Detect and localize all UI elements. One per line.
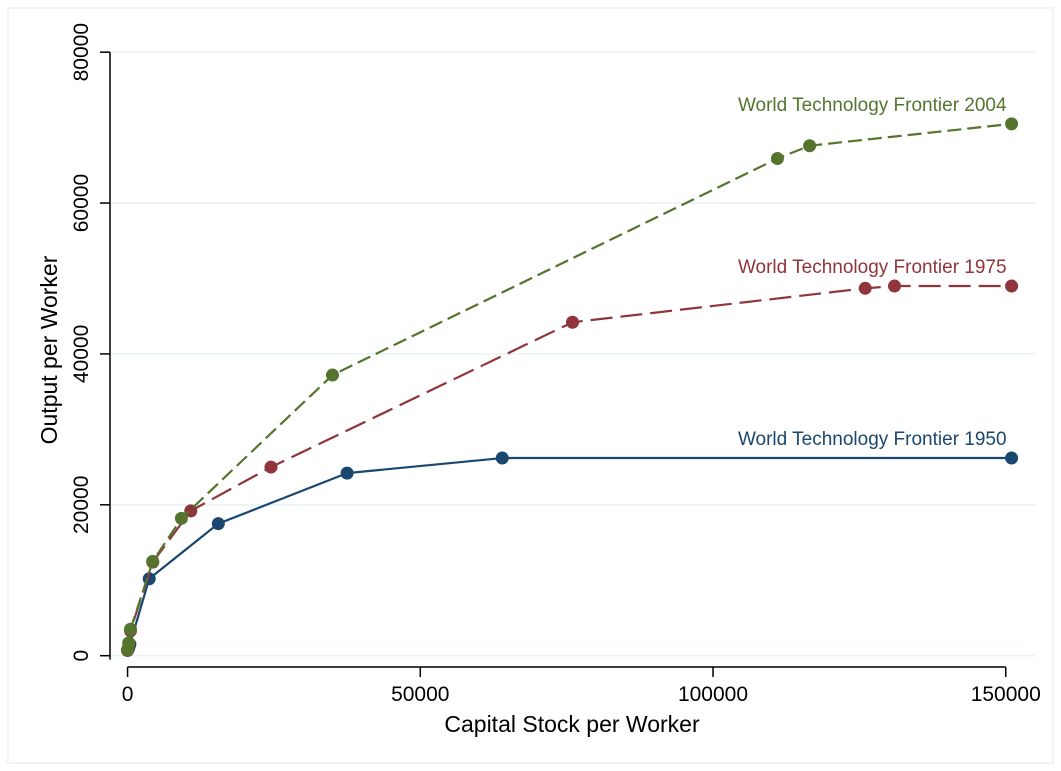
y-axis-title: Output per Worker	[36, 255, 62, 444]
series-2-point-5	[325, 368, 339, 382]
x-tick-label-0: 0	[122, 683, 134, 706]
series-1-point-6	[566, 315, 579, 329]
series-2-point-6	[770, 152, 784, 166]
series-0-point-4	[211, 517, 225, 531]
series-label-0: World Technology Frontier 1950	[738, 429, 1007, 450]
x-axis-title: Capital Stock per Worker	[444, 711, 700, 737]
series-2-point-3	[146, 554, 160, 568]
plot-frame	[7, 7, 1054, 764]
series-2-point-8	[1005, 117, 1019, 131]
series-1-point-9	[1005, 279, 1019, 293]
series-0-point-5	[340, 466, 354, 480]
series-2-point-4	[174, 511, 188, 525]
series-label-1: World Technology Frontier 1975	[738, 257, 1007, 278]
series-0-point-6	[495, 451, 509, 465]
series-1-point-5	[264, 460, 278, 474]
y-tick-label-1: 20000	[70, 476, 93, 534]
series-layer	[121, 117, 1019, 657]
series-label-2: World Technology Frontier 2004	[738, 95, 1007, 116]
series-2-point-7	[803, 139, 817, 153]
series-1-point-7	[858, 281, 872, 295]
series-0-point-7	[1005, 451, 1019, 465]
series-1-point-8	[887, 279, 901, 293]
x-tick-label-1: 50000	[391, 683, 449, 706]
y-tick-label-0: 0	[70, 650, 93, 662]
y-tick-label-3: 60000	[70, 174, 93, 232]
x-tick-label-2: 100000	[678, 683, 748, 706]
y-tick-label-4: 80000	[70, 23, 93, 81]
axes-layer: 0 20000 40000 60000 80000 0 50000 100000 150000	[70, 23, 1041, 706]
y-tick-label-2: 40000	[70, 325, 93, 383]
label-layer: World Technology Frontier 1950 World Tech…	[738, 95, 1007, 450]
x-tick-label-3: 150000	[971, 683, 1041, 706]
series-2-point-1	[122, 636, 136, 650]
series-2-point-2	[123, 622, 137, 636]
